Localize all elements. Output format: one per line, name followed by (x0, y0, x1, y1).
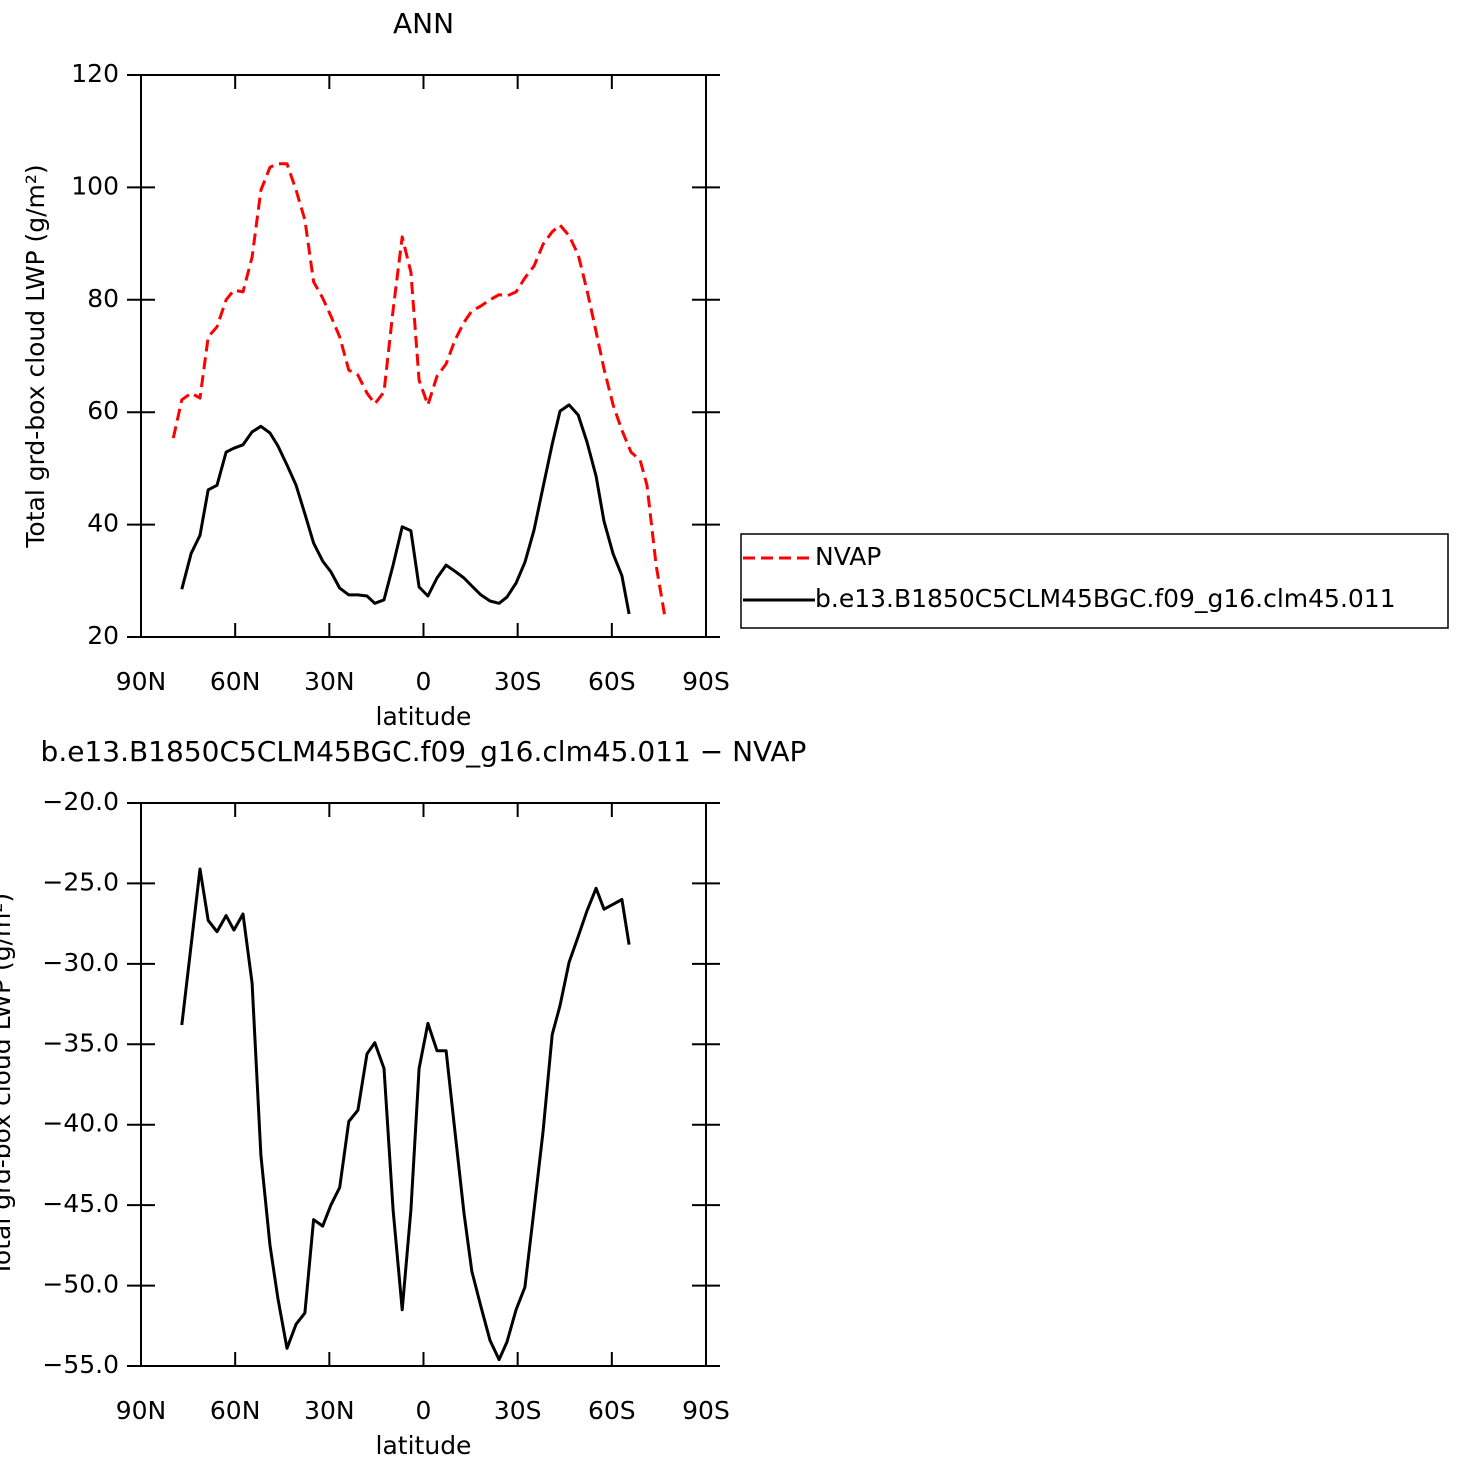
y-axis-label: Total grd-box cloud LWP (g/m²) (0, 893, 16, 1277)
x-tick-label: 90N (116, 667, 167, 696)
legend-label: b.e13.B1850C5CLM45BGC.f09_g16.clm45.011 (815, 584, 1396, 613)
y-tick-label: −50.0 (42, 1270, 119, 1299)
x-tick-label: 30S (494, 1396, 542, 1425)
panel: ANN latitude Total grd-box cloud LWP (g/m²… (21, 7, 1449, 731)
plot-frame (140, 74, 707, 638)
x-tick-label: 90N (116, 1396, 167, 1425)
y-tick-label: 120 (71, 59, 119, 88)
chart-title: ANN (393, 7, 454, 40)
x-tick-label: 60N (210, 1396, 261, 1425)
y-tick-label: 80 (87, 284, 119, 313)
data-line (180, 867, 631, 1362)
x-tick-label: 0 (416, 1396, 432, 1425)
x-tick-label: 0 (416, 667, 432, 696)
x-tick-label: 30S (494, 667, 542, 696)
y-tick-label: −55.0 (42, 1350, 119, 1379)
x-tick-label: 90S (682, 1396, 730, 1425)
panel: b.e13.B1850C5CLM45BGC.f09_g16.clm45.011 … (0, 735, 806, 1460)
x-axis-label: latitude (376, 702, 472, 731)
y-tick-label: −40.0 (42, 1109, 119, 1138)
x-tick-label: 30N (304, 1396, 355, 1425)
chart-title: b.e13.B1850C5CLM45BGC.f09_g16.clm45.011 … (41, 735, 807, 768)
y-tick-label: 40 (87, 509, 119, 538)
data-line (180, 403, 631, 615)
y-tick-label: 60 (87, 396, 119, 425)
y-tick-label: 20 (87, 621, 119, 650)
data-line (171, 162, 667, 618)
x-tick-label: 60S (588, 1396, 636, 1425)
y-axis-label: Total grd-box cloud LWP (g/m²) (21, 164, 50, 548)
y-tick-label: −35.0 (42, 1028, 119, 1057)
legend-box (740, 533, 1449, 629)
y-tick-label: −30.0 (42, 948, 119, 977)
y-tick-label: −20.0 (42, 787, 119, 816)
x-tick-label: 30N (304, 667, 355, 696)
legend-label: NVAP (815, 542, 881, 571)
x-tick-label: 90S (682, 667, 730, 696)
x-tick-label: 60S (588, 667, 636, 696)
y-tick-label: −25.0 (42, 867, 119, 896)
plot-frame (140, 802, 707, 1367)
x-axis-label: latitude (376, 1431, 472, 1460)
y-tick-label: −45.0 (42, 1189, 119, 1218)
y-tick-label: 100 (71, 171, 119, 200)
x-tick-label: 60N (210, 667, 261, 696)
